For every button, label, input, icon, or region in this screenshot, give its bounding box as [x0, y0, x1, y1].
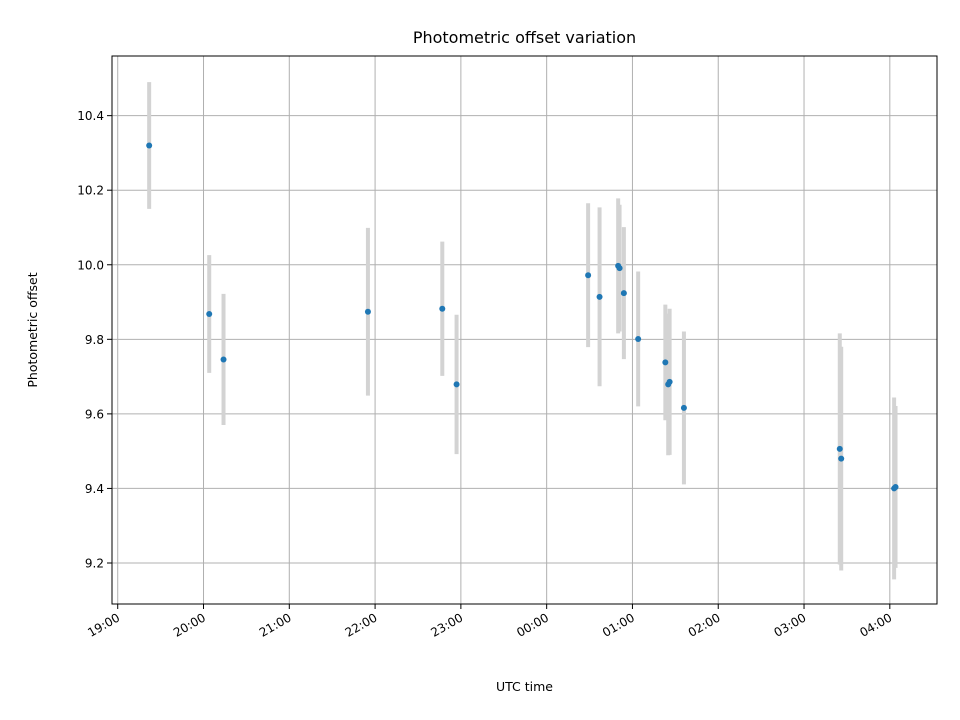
- plot-area: [112, 56, 937, 604]
- plot-frame: [111, 55, 938, 605]
- data-point: [666, 378, 673, 385]
- grid-lines: [112, 56, 937, 604]
- chart-title: Photometric offset variation: [413, 28, 636, 47]
- data-point: [635, 335, 642, 342]
- data-point: [364, 308, 371, 315]
- y-tick-label: 9.8: [85, 333, 104, 347]
- data-points: [146, 142, 899, 492]
- data-point: [680, 404, 687, 411]
- y-axis-ticks: 9.2 9.4 9.6 9.8 10.0 10.2 10.4: [77, 109, 112, 570]
- y-tick-label: 10.0: [77, 258, 104, 272]
- data-point: [439, 305, 446, 312]
- y-tick-label: 9.2: [85, 556, 104, 570]
- y-tick-label: 10.4: [77, 109, 104, 123]
- y-tick-label: 10.2: [77, 184, 104, 198]
- data-point: [453, 381, 460, 388]
- data-point: [838, 455, 845, 462]
- data-point: [206, 310, 213, 317]
- y-tick-label: 9.6: [85, 407, 104, 421]
- y-tick-label: 9.4: [85, 482, 104, 496]
- y-axis-label: Photometric offset: [25, 272, 40, 387]
- data-point: [616, 265, 623, 272]
- data-point: [620, 290, 627, 297]
- data-point: [146, 142, 153, 149]
- data-point: [836, 445, 843, 452]
- data-point: [585, 272, 592, 279]
- data-point: [662, 359, 669, 366]
- data-point: [892, 483, 899, 490]
- data-point: [220, 356, 227, 363]
- data-point: [596, 293, 603, 300]
- x-axis-label: UTC time: [496, 679, 553, 694]
